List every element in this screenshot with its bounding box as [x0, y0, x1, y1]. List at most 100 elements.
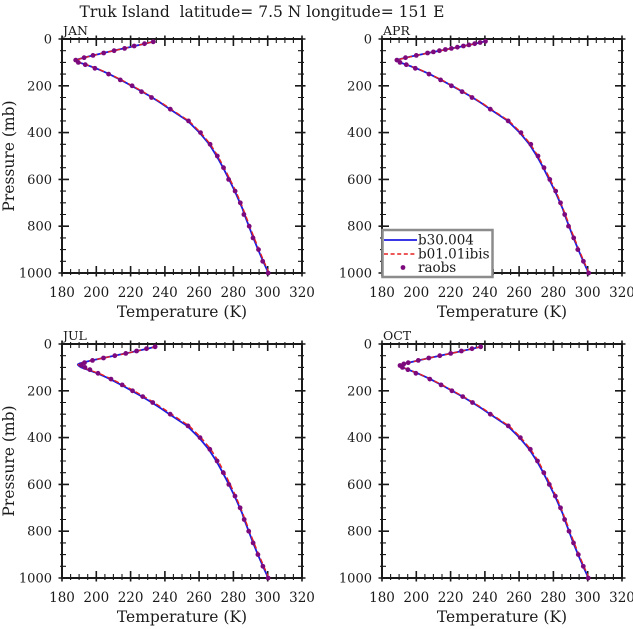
x-tick-label: 200 [403, 285, 429, 301]
major-ticks [58, 35, 306, 277]
raobs-dot [256, 247, 261, 253]
x-tick-label: 280 [221, 285, 247, 301]
raobs-dot [246, 528, 252, 534]
panel-jul: JUL 180 200 220 240 260 280 300 320 Temperature (… [0, 328, 315, 626]
raobs-dot [198, 130, 203, 136]
series-b30.004-line [76, 345, 270, 579]
raobs-dot [438, 382, 444, 388]
series-b01.01ibis-line [77, 345, 270, 579]
raobs-dot [122, 46, 127, 51]
panel-oct: OCT 180 200 220 240 260 280 300 320 Temperature (… [339, 328, 633, 626]
y-tick-label: 600 [27, 173, 52, 188]
raobs-dot [129, 83, 135, 89]
raobs-dot [405, 367, 411, 373]
raobs-dot [397, 363, 403, 368]
raobs-dot [412, 65, 418, 71]
raobs-dot [82, 360, 87, 366]
raobs-dot [448, 351, 454, 356]
raobs-dot [241, 212, 247, 217]
raobs-dot [566, 528, 572, 534]
raobs-dot [250, 235, 256, 241]
raobs-dot [214, 458, 220, 464]
raobs-dot [123, 351, 129, 356]
x-tick-label: 240 [472, 590, 498, 606]
figure-title: Truk Island latitude= 7.5 N longitude= 1… [79, 3, 445, 21]
raobs-dot [117, 77, 123, 83]
raobs-dot [405, 360, 411, 366]
raobs-dot [527, 446, 533, 452]
y-tick-label: 800 [347, 220, 372, 235]
raobs-dot [237, 505, 243, 511]
raobs-dot [437, 353, 443, 359]
x-tick-label: 280 [221, 590, 247, 606]
raobs-dot [186, 118, 191, 124]
raobs-dot [541, 165, 547, 171]
raobs-dot [425, 50, 430, 56]
y-tick-label: 1000 [19, 572, 52, 587]
raobs-dot [221, 165, 226, 171]
raobs-dot [459, 348, 464, 354]
x-tick-label: 220 [118, 590, 144, 606]
x-tick-label: 200 [83, 590, 109, 606]
raobs-dot [449, 46, 454, 51]
raobs-dot [220, 470, 226, 476]
raobs-dot [265, 270, 271, 276]
x-tick-label: 200 [403, 590, 429, 606]
raobs-dot [87, 367, 93, 373]
raobs-dot [81, 55, 87, 61]
y-tick-label: 600 [347, 478, 372, 493]
series-raobs-dots [394, 38, 591, 276]
x-tick-label: 300 [575, 285, 601, 301]
x-tick-label: 260 [186, 590, 212, 606]
y-tick-label: 600 [27, 478, 52, 493]
x-tick-label: 320 [289, 285, 315, 301]
x-tick-label: 320 [289, 590, 315, 606]
x-tick-label: 300 [255, 590, 281, 606]
raobs-dot [226, 177, 232, 182]
raobs-dot [461, 43, 466, 49]
y-tick-label: 200 [347, 384, 372, 399]
raobs-dot [214, 153, 220, 159]
panel-label-jul: JUL [61, 328, 87, 343]
raobs-dot [546, 482, 552, 487]
raobs-dot [478, 344, 484, 350]
y-tick-label: 800 [27, 525, 52, 540]
panel-label-apr: APR [382, 23, 410, 38]
raobs-dot [139, 89, 144, 95]
y-tick-label: 0 [364, 338, 372, 353]
y-axis-title: Pressure (mb) [0, 405, 18, 516]
x-tick-label: 260 [186, 285, 212, 301]
x-tick-label: 280 [541, 590, 567, 606]
legend-label: b01.01ibis [418, 247, 490, 263]
raobs-dot [558, 505, 563, 511]
raobs-dot [552, 493, 558, 499]
panel-label-oct: OCT [383, 328, 412, 343]
raobs-dot [505, 423, 511, 429]
raobs-dot [246, 223, 252, 229]
raobs-dot [413, 53, 419, 58]
x-axis-title: Temperature (K) [117, 608, 247, 626]
y-tick-label: 0 [364, 33, 372, 48]
raobs-dot [438, 77, 443, 83]
raobs-dot [541, 470, 547, 476]
raobs-dot [581, 258, 586, 264]
x-tick-label: 260 [506, 285, 532, 301]
raobs-dot [528, 141, 534, 147]
series-raobs-dots [79, 344, 271, 581]
raobs-dot [518, 130, 524, 136]
major-ticks [58, 340, 306, 582]
x-axis-title: Temperature (K) [437, 303, 567, 321]
raobs-dot [90, 53, 96, 58]
raobs-dot [449, 83, 454, 89]
y-tick-label: 0 [44, 338, 52, 353]
x-tick-label: 240 [152, 590, 178, 606]
x-tick-label: 300 [255, 285, 281, 301]
raobs-dot [553, 188, 559, 194]
raobs-dot [403, 55, 408, 61]
raobs-dot [207, 446, 213, 452]
raobs-dot [131, 43, 137, 49]
raobs-dot [517, 435, 523, 440]
legend-label: raobs [418, 260, 456, 276]
